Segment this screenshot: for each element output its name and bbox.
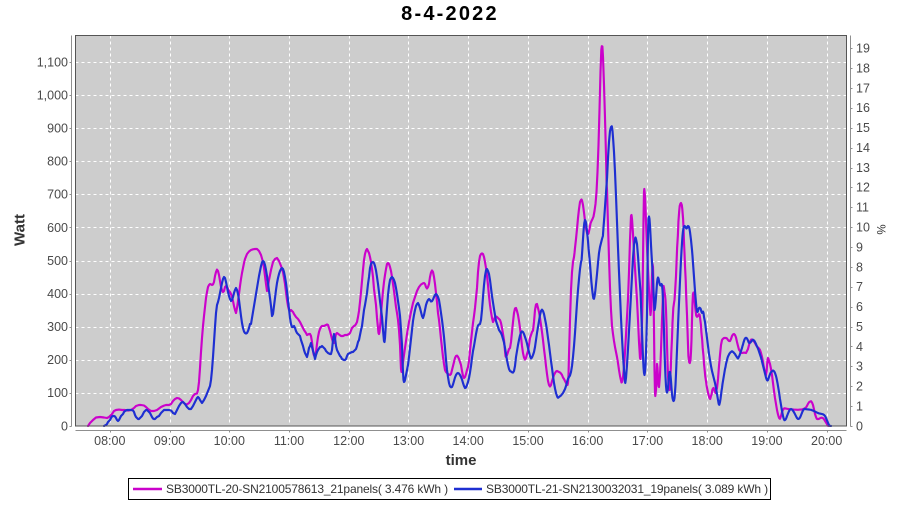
svg-text:08:00: 08:00 [94,434,125,448]
svg-text:1,000: 1,000 [37,88,68,102]
svg-text:09:00: 09:00 [154,434,185,448]
svg-text:4: 4 [856,340,863,354]
svg-text:100: 100 [47,386,68,400]
svg-text:10:00: 10:00 [214,434,245,448]
svg-text:500: 500 [47,254,68,268]
svg-text:14: 14 [856,141,870,155]
svg-text:Watt: Watt [12,214,29,246]
svg-text:13: 13 [856,161,870,175]
svg-text:13:00: 13:00 [393,434,424,448]
svg-text:%: % [874,224,886,234]
svg-text:8-4-2022: 8-4-2022 [401,3,499,25]
svg-text:0: 0 [61,419,68,433]
svg-text:17:00: 17:00 [632,434,663,448]
svg-text:200: 200 [47,353,68,367]
svg-text:12:00: 12:00 [333,434,364,448]
svg-text:SB3000TL-20-SN2100578613_21pan: SB3000TL-20-SN2100578613_21panels( 3.476… [166,482,448,496]
svg-text:19:00: 19:00 [751,434,782,448]
svg-text:10: 10 [856,221,870,235]
svg-text:6: 6 [856,300,863,314]
svg-text:1,100: 1,100 [37,55,68,69]
svg-text:15:00: 15:00 [512,434,543,448]
svg-text:14:00: 14:00 [453,434,484,448]
svg-text:700: 700 [47,188,68,202]
svg-text:900: 900 [47,122,68,136]
svg-text:time: time [446,452,477,469]
svg-text:400: 400 [47,287,68,301]
svg-text:0: 0 [856,419,863,433]
svg-text:7: 7 [856,280,863,294]
svg-text:19: 19 [856,42,870,56]
svg-text:18: 18 [856,62,870,76]
svg-text:11:00: 11:00 [274,434,304,448]
svg-text:3: 3 [856,360,863,374]
svg-text:5: 5 [856,320,863,334]
svg-text:17: 17 [856,81,870,95]
svg-text:20:00: 20:00 [811,434,842,448]
svg-text:12: 12 [856,181,870,195]
svg-text:300: 300 [47,320,68,334]
svg-text:800: 800 [47,155,68,169]
svg-text:600: 600 [47,221,68,235]
svg-text:8: 8 [856,260,863,274]
svg-text:1: 1 [856,399,863,413]
svg-text:16: 16 [856,101,870,115]
svg-text:11: 11 [856,201,869,215]
svg-text:15: 15 [856,121,870,135]
svg-text:16:00: 16:00 [572,434,603,448]
svg-text:2: 2 [856,380,863,394]
svg-text:SB3000TL-21-SN2130032031_19pan: SB3000TL-21-SN2130032031_19panels( 3.089… [486,482,768,496]
svg-text:9: 9 [856,240,863,254]
svg-text:18:00: 18:00 [692,434,723,448]
